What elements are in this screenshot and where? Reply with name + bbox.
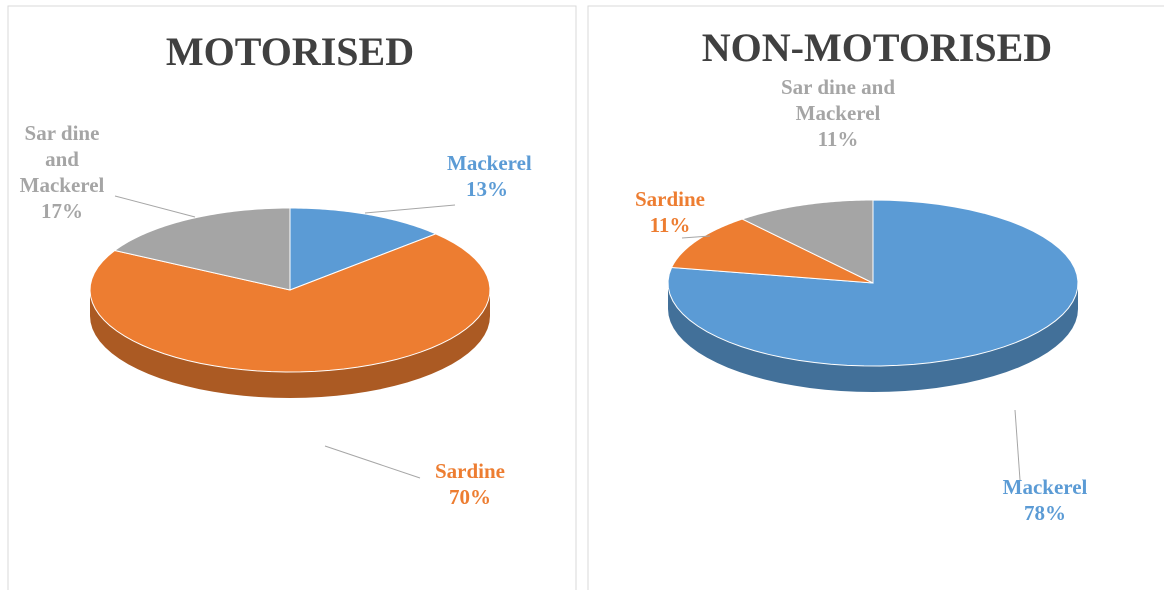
leader-line [114, 195, 196, 218]
value-label: 17% [41, 199, 83, 223]
value-label: 78% [1024, 501, 1066, 525]
slice [741, 199, 874, 284]
panel [587, 5, 1164, 590]
slice-side [90, 290, 490, 398]
leader-line [1014, 409, 1021, 481]
data-label: Sar dine and Mackerel 11% [738, 74, 938, 152]
chart-title: MOTORISED [165, 29, 415, 74]
data-label: Mackerel 13% [447, 150, 532, 202]
leader-line [364, 204, 456, 214]
data-label: Sardine 11% [625, 186, 715, 238]
slice [89, 233, 491, 373]
data-label: Sar dine and Mackerel 17% [10, 120, 115, 224]
data-label: Mackerel 78% [975, 474, 1115, 526]
panel [7, 5, 577, 590]
slice [670, 218, 874, 284]
value-label: 70% [449, 485, 491, 509]
leader-line [324, 445, 421, 479]
category-label: Mackerel [447, 151, 532, 175]
chart-title: NON-MOTORISED [701, 25, 1053, 70]
value-label: 11% [817, 127, 859, 151]
category-label: Sardine [634, 187, 705, 211]
data-label: Sardine 70% [410, 458, 530, 510]
category-label: Mackerel [1002, 475, 1088, 499]
slice [113, 207, 291, 291]
slice-side [668, 283, 1078, 392]
category-label: Sar dine and Mackerel [19, 121, 105, 197]
category-label: Sar dine and Mackerel [781, 75, 895, 125]
category-label: Sardine [434, 459, 505, 483]
value-label: 13% [466, 177, 508, 201]
value-label: 11% [649, 213, 691, 237]
leader-line [681, 235, 711, 239]
slice [289, 207, 438, 291]
